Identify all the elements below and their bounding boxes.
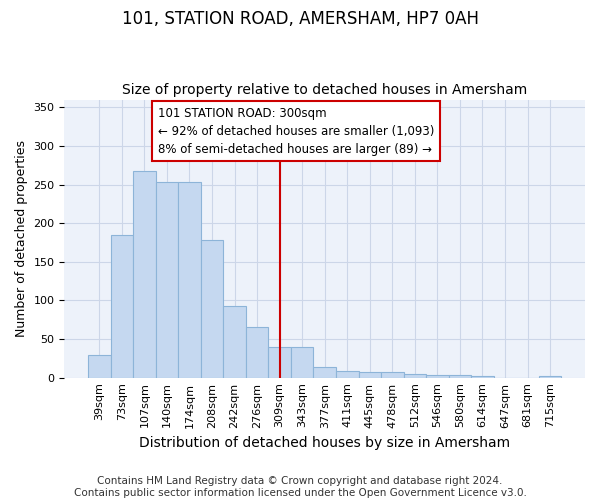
Y-axis label: Number of detached properties: Number of detached properties (15, 140, 28, 337)
Bar (133, 172, 155, 378)
Bar (110, 235, 133, 378)
Bar (539, 376, 562, 378)
Bar (426, 376, 449, 378)
Bar (336, 370, 359, 378)
Text: Contains HM Land Registry data © Crown copyright and database right 2024.
Contai: Contains HM Land Registry data © Crown c… (74, 476, 526, 498)
Bar (201, 240, 223, 378)
Bar (268, 347, 291, 378)
Bar (381, 372, 404, 378)
Text: 101 STATION ROAD: 300sqm
← 92% of detached houses are smaller (1,093)
8% of semi: 101 STATION ROAD: 300sqm ← 92% of detach… (158, 106, 434, 156)
Bar (291, 347, 313, 378)
Bar (246, 328, 268, 378)
Bar (404, 374, 426, 378)
Bar (223, 306, 246, 378)
Bar (88, 354, 110, 378)
Bar (359, 372, 381, 378)
Bar (313, 367, 336, 378)
Bar (178, 182, 201, 378)
Bar (449, 376, 471, 378)
Bar (155, 182, 178, 378)
Text: 101, STATION ROAD, AMERSHAM, HP7 0AH: 101, STATION ROAD, AMERSHAM, HP7 0AH (121, 10, 479, 28)
X-axis label: Distribution of detached houses by size in Amersham: Distribution of detached houses by size … (139, 436, 510, 450)
Bar (471, 376, 494, 378)
Title: Size of property relative to detached houses in Amersham: Size of property relative to detached ho… (122, 83, 527, 97)
